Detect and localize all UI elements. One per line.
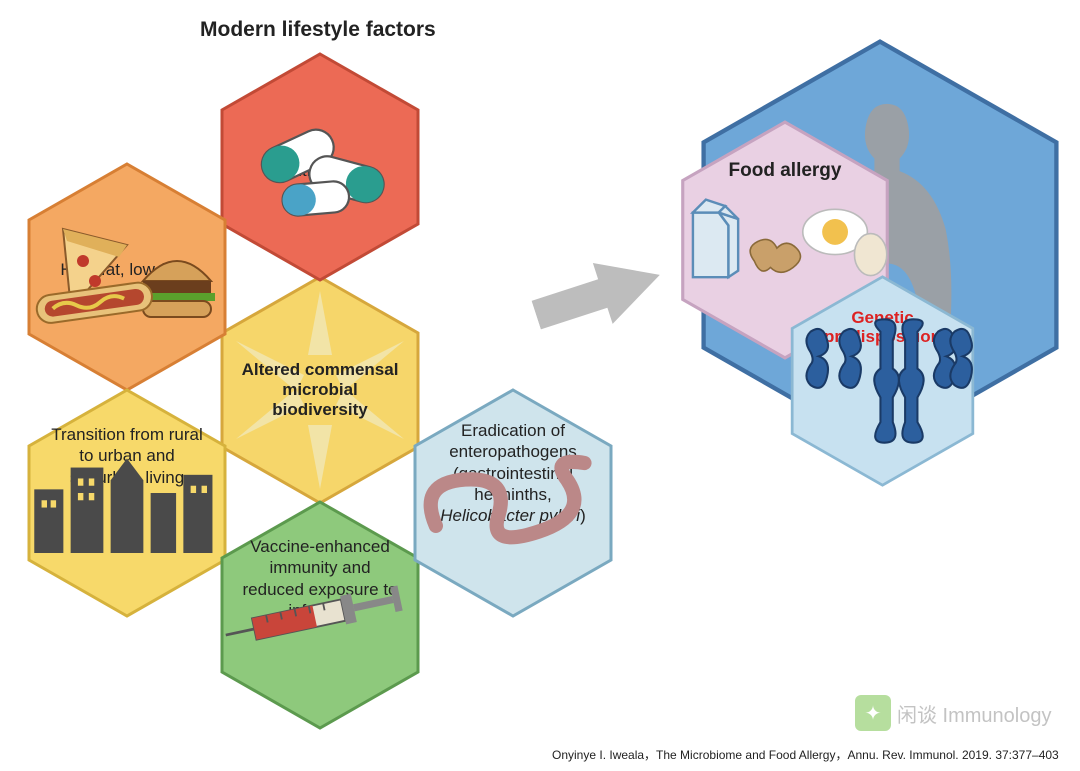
watermark: ✦ 闲谈 Immunology <box>855 695 1052 731</box>
hex-center: Altered commensal microbial biodiversity <box>220 275 420 505</box>
arrow-icon <box>524 237 672 353</box>
wechat-icon: ✦ <box>855 695 891 731</box>
center-label: Altered commensal microbial biodiversity <box>240 360 400 420</box>
citation-text: Onyinye I. Iweala，The Microbiome and Foo… <box>552 746 1059 763</box>
watermark-text: 闲谈 Immunology <box>897 699 1052 728</box>
page-title: Modern lifestyle factors <box>200 18 436 42</box>
hex-vaccine: Vaccine-enhanced immunity and reduced ex… <box>220 500 420 730</box>
hex-diet: High-fat, low-fiber diet <box>27 162 227 392</box>
hex-urban: Transition from rural to urban and subur… <box>27 388 227 618</box>
hex-eradication: Eradication of enteropathogens (gastroin… <box>413 388 613 618</box>
hex-genetic: Geneticpredisposition <box>790 275 975 487</box>
hex-antibiotics: Antibiotics <box>220 52 420 282</box>
